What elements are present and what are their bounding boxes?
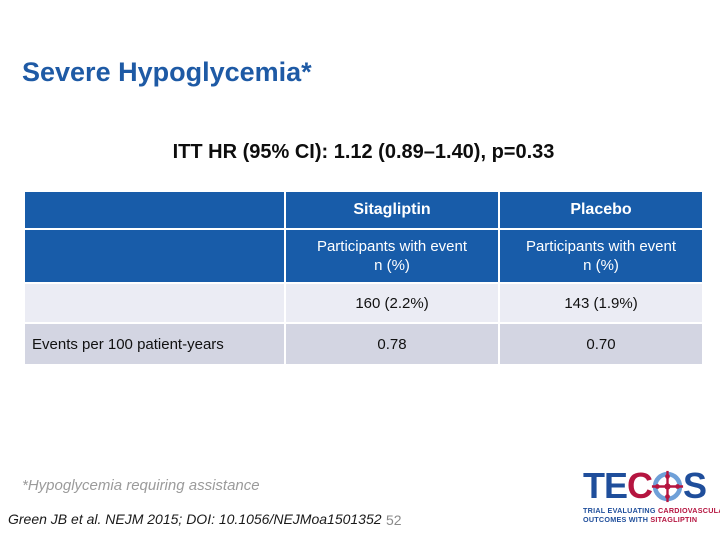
table-cell-placebo-events: 143 (1.9%) bbox=[500, 284, 702, 322]
table-cell-placebo-rate: 0.70 bbox=[500, 324, 702, 364]
tecos-letters-te: TE bbox=[583, 465, 628, 506]
subheader-line2: n (%) bbox=[374, 257, 410, 274]
table-cell-sitagliptin-rate: 0.78 bbox=[286, 324, 498, 364]
table-row-label: Events per 100 patient-years bbox=[25, 324, 284, 364]
tagline2-blue: OUTCOMES WITH bbox=[583, 515, 651, 524]
slide-page-number: 52 bbox=[386, 512, 402, 528]
subheader-line2: n (%) bbox=[583, 257, 619, 274]
tecos-tagline-line2: OUTCOMES WITH SITAGLIPTIN bbox=[583, 515, 716, 524]
citation: Green JB et al. NEJM 2015; DOI: 10.1056/… bbox=[8, 511, 382, 527]
table-subheader-sitagliptin: Participants with event n (%) bbox=[286, 230, 498, 282]
subheader-line1: Participants with event bbox=[525, 237, 677, 255]
results-table: Sitagliptin Placebo Participants with ev… bbox=[25, 192, 702, 364]
table-row-label bbox=[25, 284, 284, 322]
tecos-tagline: TRIAL EVALUATING CARDIOVASCULAR OUTCOMES… bbox=[583, 506, 720, 524]
tagline1-red: CARDIOVASCULAR bbox=[657, 506, 720, 515]
tecos-globe-icon bbox=[651, 470, 684, 502]
tecos-letter-c: C bbox=[627, 465, 653, 506]
subheader-line1: Participants with event bbox=[316, 237, 468, 255]
table-header-sitagliptin: Sitagliptin bbox=[286, 192, 498, 228]
tagline2-red: SITAGLIPTIN bbox=[650, 515, 698, 524]
table-cell-sitagliptin-events: 160 (2.2%) bbox=[286, 284, 498, 322]
slide-title: Severe Hypoglycemia* bbox=[22, 57, 312, 87]
tecos-wordmark: TE C S bbox=[583, 468, 716, 504]
tagline1-blue: TRIAL EVALUATING bbox=[583, 506, 658, 515]
tecos-tagline-line1: TRIAL EVALUATING CARDIOVASCULAR bbox=[583, 506, 720, 515]
table-subheader-placebo: Participants with event n (%) bbox=[500, 230, 702, 282]
table-header-placebo: Placebo bbox=[500, 192, 702, 228]
tecos-letter-s: S bbox=[683, 465, 707, 506]
hazard-ratio-subtitle: ITT HR (95% CI): 1.12 (0.89–1.40), p=0.3… bbox=[172, 141, 555, 163]
table-subheader-empty-cell bbox=[25, 230, 284, 282]
table-header-empty-cell bbox=[25, 192, 284, 228]
footnote: *Hypoglycemia requiring assistance bbox=[22, 477, 260, 494]
tecos-logo: TEC S TRIAL EVALUATING CARDIOVASCULAR OU… bbox=[583, 468, 720, 525]
